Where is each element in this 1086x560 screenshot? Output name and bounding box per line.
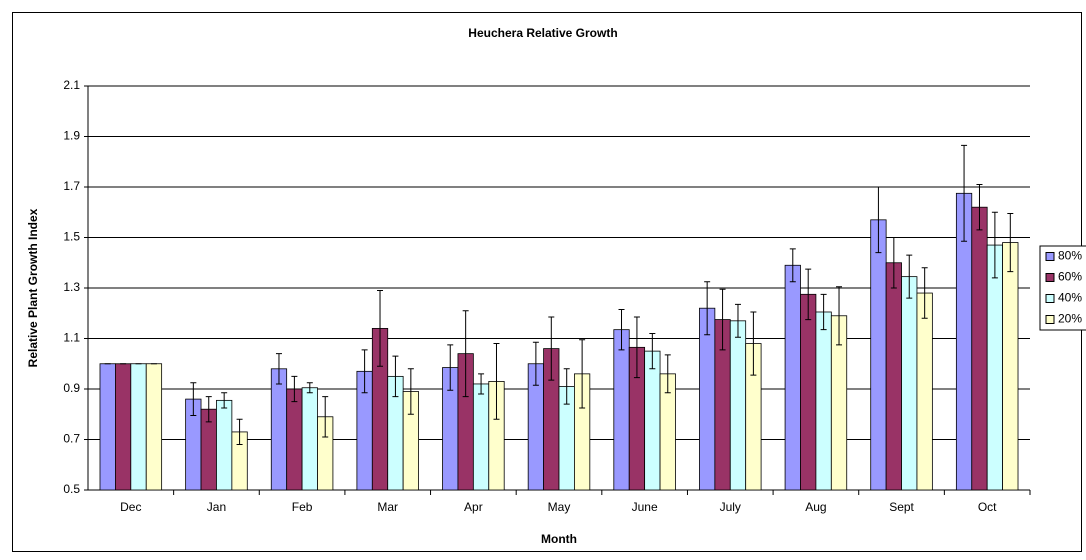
error-bar bbox=[447, 344, 454, 391]
legend-swatch bbox=[1045, 273, 1055, 282]
error-bar bbox=[291, 375, 298, 403]
x-tick-label: Jan bbox=[207, 500, 226, 514]
error-bar bbox=[236, 418, 243, 446]
error-bar bbox=[976, 183, 983, 231]
bar bbox=[286, 388, 303, 491]
legend-label: 40% bbox=[1058, 291, 1082, 305]
error-bar bbox=[563, 368, 570, 405]
y-tick-label: 0.5 bbox=[63, 482, 80, 496]
legend-label: 20% bbox=[1058, 312, 1082, 326]
x-tick-label: Dec bbox=[120, 500, 141, 514]
x-tick-label: June bbox=[632, 500, 658, 514]
bar bbox=[971, 206, 988, 491]
y-tick-label: 1.5 bbox=[63, 230, 80, 244]
error-bar bbox=[306, 382, 313, 394]
error-bar bbox=[875, 186, 882, 254]
legend-label: 60% bbox=[1058, 270, 1082, 284]
x-tick-label: Feb bbox=[292, 500, 313, 514]
error-bar bbox=[1007, 213, 1014, 273]
error-bar bbox=[322, 396, 329, 438]
bar bbox=[699, 307, 716, 491]
bar bbox=[270, 368, 288, 491]
error-bar bbox=[377, 290, 384, 367]
error-bar bbox=[906, 254, 913, 299]
error-bar bbox=[205, 396, 212, 423]
error-bar bbox=[478, 373, 485, 395]
error-bar bbox=[664, 354, 671, 394]
error-bar bbox=[890, 237, 897, 289]
error-bar bbox=[704, 281, 711, 336]
bar bbox=[815, 311, 832, 491]
error-bar bbox=[548, 316, 555, 381]
error-bar bbox=[820, 293, 827, 331]
error-bar bbox=[719, 288, 726, 351]
bar bbox=[301, 387, 318, 491]
bar bbox=[729, 320, 747, 491]
error-bar bbox=[991, 211, 998, 279]
y-tick-label: 1.1 bbox=[63, 331, 80, 345]
bar bbox=[145, 363, 163, 491]
bar bbox=[613, 329, 630, 491]
error-bar bbox=[361, 349, 368, 394]
error-bar bbox=[649, 332, 656, 370]
x-tick-label: July bbox=[720, 500, 741, 514]
bar bbox=[130, 363, 147, 491]
error-bar bbox=[579, 339, 586, 409]
x-tick-label: Mar bbox=[377, 500, 398, 514]
error-bar bbox=[805, 268, 812, 321]
bar bbox=[784, 264, 801, 491]
x-tick-label: Apr bbox=[464, 500, 483, 514]
legend-label: 80% bbox=[1058, 249, 1082, 263]
x-axis-label: Month bbox=[541, 532, 577, 546]
x-tick-label: Oct bbox=[978, 500, 997, 514]
x-tick-label: Sept bbox=[889, 500, 914, 514]
x-tick-label: May bbox=[548, 500, 571, 514]
bar bbox=[99, 363, 116, 491]
bar bbox=[644, 350, 661, 491]
bar bbox=[986, 244, 1003, 491]
y-tick-label: 1.3 bbox=[63, 280, 80, 294]
error-bar bbox=[493, 343, 500, 420]
bar bbox=[870, 219, 887, 491]
legend-swatch bbox=[1045, 252, 1055, 261]
y-tick-label: 1.7 bbox=[63, 179, 80, 193]
error-bar bbox=[789, 248, 796, 283]
error-bar bbox=[190, 382, 197, 417]
bar bbox=[216, 399, 233, 491]
y-tick-label: 0.9 bbox=[63, 381, 80, 395]
error-bar bbox=[275, 353, 282, 385]
error-bar bbox=[532, 341, 539, 386]
error-bar bbox=[221, 392, 228, 409]
bar bbox=[901, 276, 918, 491]
bar bbox=[800, 293, 817, 491]
error-bar bbox=[961, 144, 968, 242]
y-tick-label: 1.9 bbox=[63, 129, 80, 143]
chart-title: Heuchera Relative Growth bbox=[468, 26, 617, 40]
error-bar bbox=[392, 355, 399, 398]
error-bar bbox=[407, 368, 414, 415]
y-tick-label: 0.7 bbox=[63, 432, 80, 446]
error-bar bbox=[836, 286, 843, 346]
bar bbox=[916, 292, 933, 491]
error-bar bbox=[462, 310, 469, 398]
bar bbox=[472, 383, 490, 491]
error-bar bbox=[734, 303, 741, 338]
legend-swatch bbox=[1045, 294, 1055, 303]
y-axis-label: Relative Plant Growth Index bbox=[26, 208, 40, 367]
error-bar bbox=[921, 267, 928, 319]
bar bbox=[115, 363, 132, 491]
bar bbox=[1002, 242, 1019, 491]
error-bar bbox=[618, 308, 625, 351]
bar bbox=[885, 262, 902, 491]
y-tick-label: 2.1 bbox=[63, 78, 80, 92]
error-bar bbox=[633, 316, 640, 379]
x-tick-label: Aug bbox=[805, 500, 826, 514]
legend-swatch bbox=[1045, 315, 1055, 324]
error-bar bbox=[750, 311, 757, 376]
